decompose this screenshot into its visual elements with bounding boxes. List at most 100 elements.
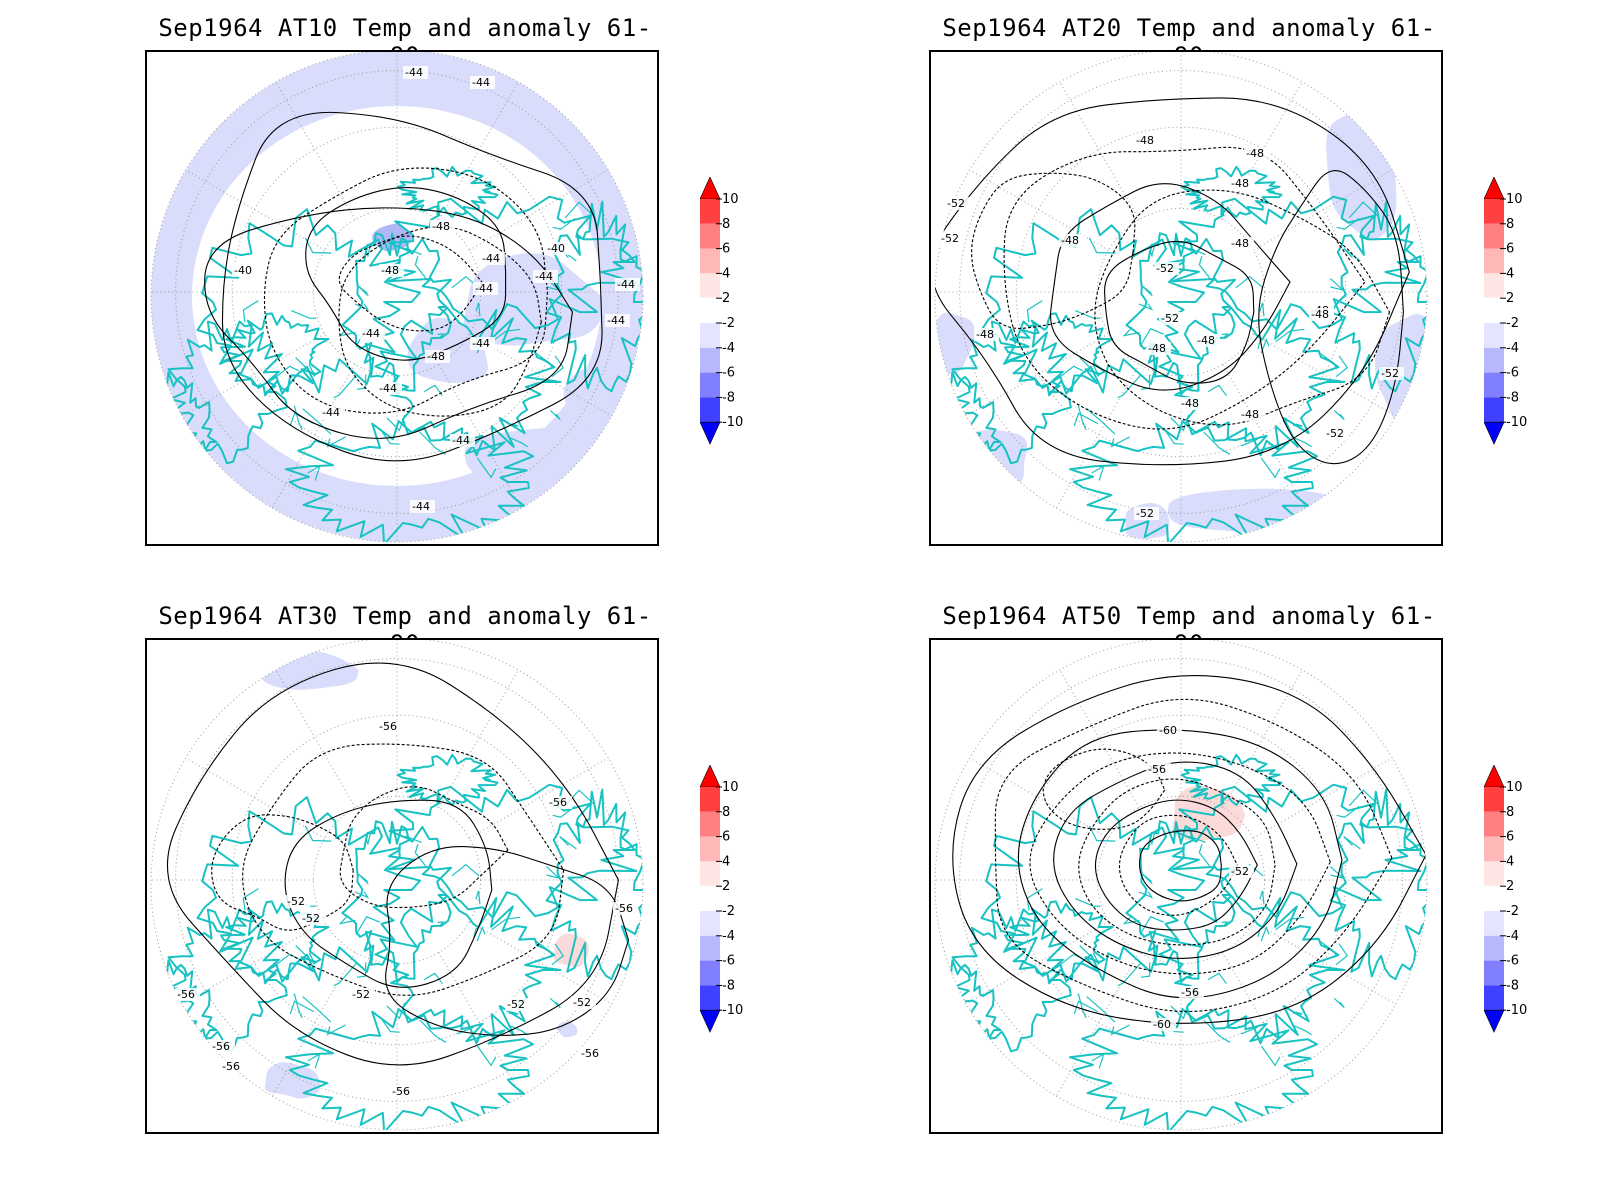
contour-label: -48 bbox=[1148, 342, 1166, 355]
colorbar-swatch bbox=[1484, 223, 1504, 249]
country-borders bbox=[242, 789, 595, 1069]
colorbar-label: 2 bbox=[722, 291, 730, 306]
contour-label: -56 bbox=[222, 1060, 240, 1073]
colorbar-swatch bbox=[1484, 372, 1504, 398]
contour-label: -52 bbox=[287, 895, 305, 908]
colorbar-arrow-down bbox=[1484, 421, 1505, 445]
anomaly-region bbox=[264, 1062, 320, 1099]
colorbar-swatch bbox=[1484, 960, 1504, 986]
panel-title: Sep1964 AT50 Temp and anomaly 61-90 bbox=[942, 602, 1436, 658]
contour-label: -52 bbox=[1136, 507, 1154, 520]
colorbar-swatch bbox=[700, 273, 720, 299]
colorbar-swatch bbox=[1484, 347, 1504, 373]
colorbar-swatch bbox=[1484, 861, 1504, 887]
colorbar-label: -10 bbox=[1506, 415, 1527, 430]
colorbar-label: 6 bbox=[722, 830, 730, 845]
colorbar-label: -4 bbox=[1506, 929, 1519, 944]
temperature-contours bbox=[166, 662, 630, 1066]
panel-at10: Sep1964 AT10 Temp and anomaly 61-90 -44-… bbox=[145, 0, 905, 580]
panel-title: Sep1964 AT30 Temp and anomaly 61-90 bbox=[158, 602, 652, 658]
contour-label: -52 bbox=[1156, 262, 1174, 275]
colorbar-swatch bbox=[700, 861, 720, 887]
colorbar-swatch bbox=[700, 787, 720, 812]
colorbar-arrow-down bbox=[1484, 1009, 1505, 1033]
contour-label: -48 bbox=[1061, 234, 1079, 247]
contour-label: -44 bbox=[535, 270, 553, 283]
colorbar-label: -2 bbox=[1506, 316, 1519, 331]
colorbar-label: 2 bbox=[1506, 879, 1514, 894]
colorbar-label: 4 bbox=[722, 266, 730, 281]
colorbar-swatch bbox=[700, 372, 720, 398]
anomaly-shading bbox=[935, 107, 1427, 541]
colorbar-label: 6 bbox=[1506, 830, 1514, 845]
colorbar-label: 10 bbox=[722, 780, 739, 795]
colorbar-label: 4 bbox=[1506, 266, 1514, 281]
contour-label: -52 bbox=[1326, 427, 1344, 440]
colorbar-swatch bbox=[1484, 811, 1504, 837]
contour-label: -52 bbox=[507, 998, 525, 1011]
anomaly-region bbox=[464, 427, 622, 487]
colorbar-label: 4 bbox=[722, 854, 730, 869]
polar-map: -60 -56 -52 -56 -60 bbox=[929, 638, 1443, 1134]
colorbar-arrow-up bbox=[1484, 765, 1505, 788]
colorbar-arrow-down bbox=[700, 421, 721, 445]
contour-label: -52 bbox=[1161, 312, 1179, 325]
anomaly-region bbox=[1167, 488, 1376, 535]
colorbar-label: -4 bbox=[1506, 341, 1519, 356]
contour-label: -48 bbox=[976, 328, 994, 341]
colorbar-swatch bbox=[700, 985, 720, 1011]
contour-label: -52 bbox=[941, 232, 959, 245]
colorbar-label: 4 bbox=[1506, 854, 1514, 869]
contour-label: -52 bbox=[1231, 865, 1249, 878]
anomaly-region bbox=[463, 253, 608, 346]
contour-label: -44 bbox=[379, 382, 397, 395]
colorbar-swatch bbox=[1484, 885, 1505, 912]
colorbar-arrow-up bbox=[1484, 177, 1505, 200]
colorbar-swatch bbox=[700, 297, 721, 324]
anomaly-region bbox=[935, 312, 975, 375]
colorbar-label: -10 bbox=[722, 1003, 743, 1018]
colorbar-label: -8 bbox=[1506, 978, 1519, 993]
contour-label: -56 bbox=[1181, 986, 1199, 999]
contour-label: -48 bbox=[1181, 397, 1199, 410]
colorbar-label: 8 bbox=[1506, 805, 1514, 820]
contour-label: -48 bbox=[381, 264, 399, 277]
colorbar-swatch bbox=[700, 223, 720, 249]
colorbar-swatch bbox=[1484, 199, 1504, 224]
colorbar-label: 8 bbox=[1506, 217, 1514, 232]
contour-label: -52 bbox=[352, 988, 370, 1001]
colorbar-swatch bbox=[700, 960, 720, 986]
panel-at20: Sep1964 AT20 Temp and anomaly 61-90 -48-… bbox=[929, 0, 1600, 580]
colorbar-label: -2 bbox=[722, 904, 735, 919]
contour-label: -48 bbox=[1136, 134, 1154, 147]
contour-label: -48 bbox=[1231, 177, 1249, 190]
contour-label: -48 bbox=[1197, 334, 1215, 347]
colorbar-label: -2 bbox=[1506, 904, 1519, 919]
colorbar-label: -8 bbox=[1506, 390, 1519, 405]
contour-label: -48 bbox=[427, 350, 445, 363]
colorbar-label: -6 bbox=[722, 954, 735, 969]
colorbar-swatch bbox=[1484, 985, 1504, 1011]
contour-label: -40 bbox=[547, 242, 565, 255]
colorbar-label: -8 bbox=[722, 978, 735, 993]
contour-label: -44 bbox=[472, 337, 490, 350]
colorbar-label: -10 bbox=[722, 415, 743, 430]
colorbar-swatch bbox=[700, 885, 721, 912]
colorbar-swatch bbox=[700, 347, 720, 373]
contour-label: -48 bbox=[1311, 308, 1329, 321]
contour-label: -56 bbox=[1148, 763, 1166, 776]
country-borders bbox=[1026, 201, 1379, 481]
contour-label: -44 bbox=[607, 314, 625, 327]
contour-label: -44 bbox=[482, 252, 500, 265]
colorbar-swatch bbox=[1484, 323, 1504, 348]
contour-label: -44 bbox=[452, 434, 470, 447]
colorbar-swatch bbox=[700, 397, 720, 423]
colorbar-swatch bbox=[700, 323, 720, 348]
colorbar-arrow-down bbox=[700, 1009, 721, 1033]
contour-label: -56 bbox=[379, 720, 397, 733]
colorbar-swatch bbox=[1484, 273, 1504, 299]
colorbar-label: 6 bbox=[1506, 242, 1514, 257]
colorbar-swatch bbox=[700, 935, 720, 961]
anomaly-region bbox=[553, 933, 589, 968]
contour-label: -52 bbox=[947, 197, 965, 210]
